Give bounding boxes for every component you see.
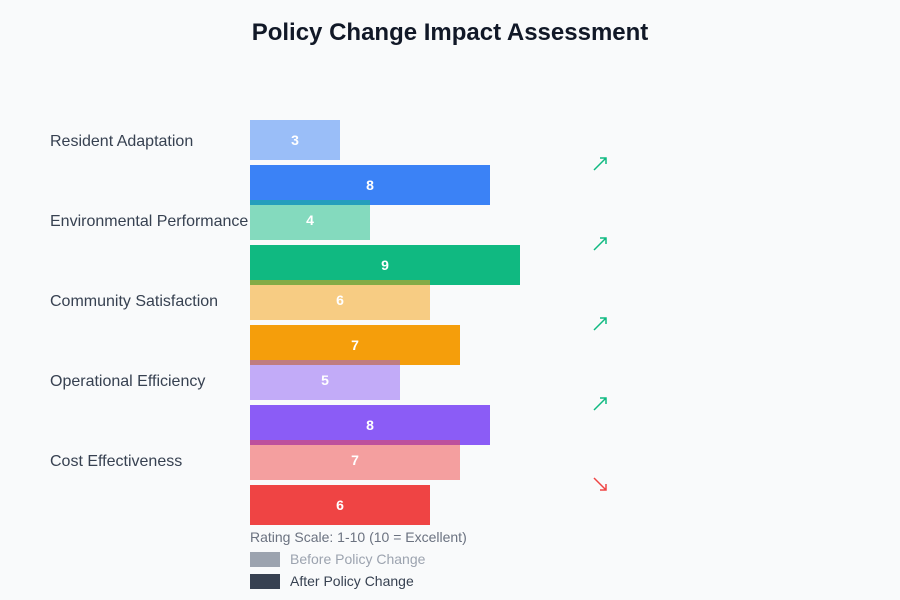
bar-after-value: 8 — [366, 417, 374, 433]
category-label: Environmental Performance — [50, 213, 248, 230]
rating-scale-note: Rating Scale: 1-10 (10 = Excellent) — [250, 529, 467, 545]
bar-after — [250, 405, 490, 445]
bar-before — [250, 440, 460, 480]
bar-after — [250, 245, 520, 285]
legend-swatch-before — [250, 552, 280, 567]
trend-up-arrow-icon — [593, 237, 607, 251]
category-label: Operational Efficiency — [50, 373, 205, 390]
bar-after-value: 6 — [336, 497, 344, 513]
trend-down-arrow-icon — [593, 477, 607, 491]
category-label: Resident Adaptation — [50, 133, 193, 150]
category-label: Community Satisfaction — [50, 293, 218, 310]
legend-swatch-after — [250, 574, 280, 589]
category-label: Cost Effectiveness — [50, 453, 182, 470]
bar-before — [250, 200, 370, 240]
trend-up-arrow-icon — [593, 397, 607, 411]
bar-before — [250, 120, 340, 160]
bar-before — [250, 360, 400, 400]
bar-after — [250, 165, 490, 205]
legend-label-before: Before Policy Change — [290, 551, 426, 567]
bar-after-value: 7 — [351, 337, 359, 353]
bar-before-value: 6 — [336, 292, 344, 308]
bar-after — [250, 325, 460, 365]
legend-label-after: After Policy Change — [290, 573, 414, 589]
trend-up-arrow-icon — [593, 317, 607, 331]
bar-after-value: 9 — [381, 257, 389, 273]
bar-before-value: 7 — [351, 452, 359, 468]
bar-before-value: 4 — [306, 212, 314, 228]
chart-title: Policy Change Impact Assessment — [252, 19, 649, 46]
bar-after-value: 8 — [366, 177, 374, 193]
bar-before — [250, 280, 430, 320]
bar-after — [250, 485, 430, 525]
bar-before-value: 5 — [321, 372, 329, 388]
bar-before-value: 3 — [291, 132, 299, 148]
trend-up-arrow-icon — [593, 157, 607, 171]
